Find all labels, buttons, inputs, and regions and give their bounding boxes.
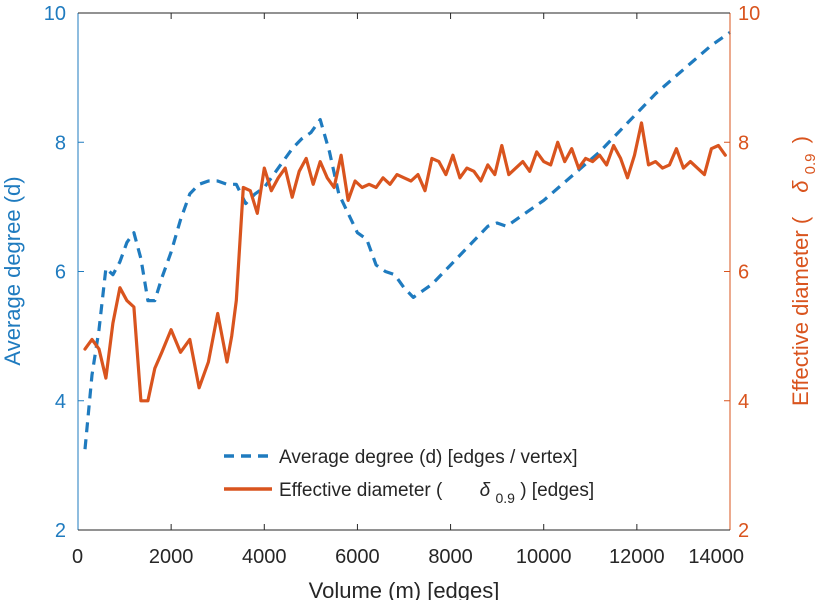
right-y-axis-title-subscript: 0.9 xyxy=(802,153,819,174)
legend-label-subscript: 0.9 xyxy=(495,490,515,506)
legend-label-symbol: δ xyxy=(480,480,491,501)
legend-label-prefix: Effective diameter ( xyxy=(279,480,443,501)
left-y-tick-labels: 2 4 6 8 10 xyxy=(44,3,66,542)
legend-label-suffix: ) [edges] xyxy=(520,480,594,501)
right-y-tick-label: 10 xyxy=(738,3,760,25)
right-y-tick-label: 8 xyxy=(738,132,749,154)
x-tick-label: 10000 xyxy=(516,546,572,568)
left-y-tick-label: 8 xyxy=(55,132,66,154)
right-y-axis-title-suffix: ) xyxy=(788,136,813,143)
svg-text:Effective diameter ( δ: Effective diameter ( δ 0.9 ) xyxy=(788,136,820,406)
legend-label-average-degree: Average degree (d) [edges / vertex] xyxy=(279,447,578,468)
series-effective-diameter-line xyxy=(83,121,727,403)
right-y-tick-label: 6 xyxy=(738,262,749,284)
left-y-axis-title: Average degree (d) xyxy=(0,176,25,365)
x-tick-label: 12000 xyxy=(609,546,665,568)
left-y-tick-label: 2 xyxy=(55,520,66,542)
series-layer xyxy=(83,31,731,450)
x-tick-label: 14000 xyxy=(688,546,744,568)
series-average-degree-line xyxy=(83,31,731,450)
left-y-tick-label: 10 xyxy=(44,3,66,25)
right-y-axis-title-symbol: δ xyxy=(788,180,813,193)
plot-area xyxy=(78,13,730,530)
left-y-tick-label: 6 xyxy=(55,262,66,284)
right-y-axis-title: Effective diameter ( δ 0.9 ) xyxy=(788,136,820,406)
x-axis-title: Volume (m) [edges] xyxy=(309,578,500,600)
right-y-tick-label: 2 xyxy=(738,520,749,542)
x-tick-label: 0 xyxy=(72,546,83,568)
right-y-tick-labels: 2 4 6 8 10 xyxy=(738,3,760,542)
x-tick-label: 4000 xyxy=(242,546,287,568)
x-tick-label: 2000 xyxy=(149,546,194,568)
right-y-axis-title-prefix: Effective diameter ( xyxy=(788,216,813,406)
right-y-tick-label: 4 xyxy=(738,391,749,413)
legend-label-effective-diameter: Effective diameter ( δ 0.9 ) [edges] xyxy=(279,480,594,508)
left-y-tick-label: 4 xyxy=(55,391,66,413)
x-tick-label: 6000 xyxy=(335,546,380,568)
x-tick-labels: 0 2000 4000 6000 8000 10000 12000 14000 xyxy=(72,546,744,568)
x-tick-label: 8000 xyxy=(428,546,473,568)
legend: Average degree (d) [edges / vertex] Effe… xyxy=(224,447,594,508)
